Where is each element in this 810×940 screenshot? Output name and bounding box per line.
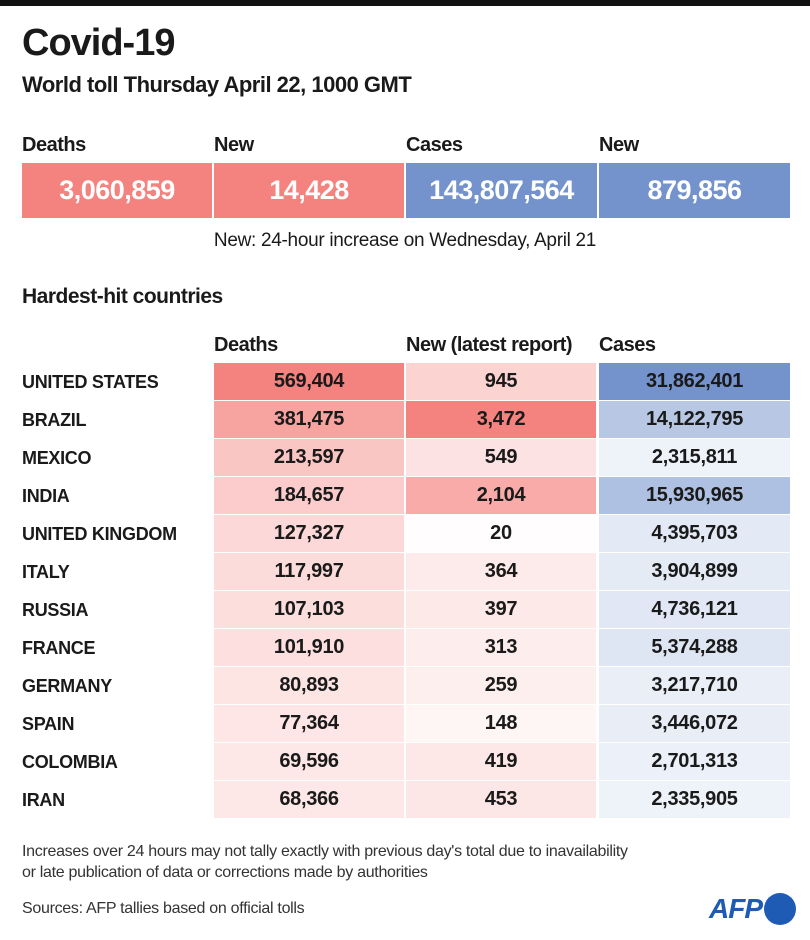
country-name: COLOMBIA [22,752,118,772]
footnote-line-1: Increases over 24 hours may not tally ex… [22,843,628,860]
table-row: FRANCE 101,910 313 5,374,288 [0,629,810,667]
cases-cell: 14,122,795 [599,401,790,438]
table-row: BRAZIL 381,475 3,472 14,122,795 [0,401,810,439]
deaths-cell: 127,327 [214,515,404,552]
cases-cell: 2,315,811 [599,439,790,476]
kpi-label-new-cases: New [599,134,639,156]
new-note: New: 24-hour increase on Wednesday, Apri… [213,230,597,251]
cases-cell: 15,930,965 [599,477,790,514]
kpi-new-deaths: 14,428 [214,163,404,218]
table-row: ITALY 117,997 364 3,904,899 [0,553,810,591]
country-name: UNITED KINGDOM [22,524,177,544]
new-cell: 313 [406,629,596,666]
deaths-cell: 69,596 [214,743,404,780]
deaths-cell: 101,910 [214,629,404,666]
column-header-new: New (latest report) [406,334,573,356]
kpi-label-new-deaths: New [214,134,254,156]
new-cell: 259 [406,667,596,704]
cases-cell: 5,374,288 [599,629,790,666]
cases-cell: 4,736,121 [599,591,790,628]
afp-logo: AFP [709,893,796,925]
top-bar [0,0,810,6]
deaths-cell: 77,364 [214,705,404,742]
table-row: COLOMBIA 69,596 419 2,701,313 [0,743,810,781]
country-name: ITALY [22,562,70,582]
country-name: RUSSIA [22,600,89,620]
new-cell: 148 [406,705,596,742]
table-row: MEXICO 213,597 549 2,315,811 [0,439,810,477]
cases-cell: 3,446,072 [599,705,790,742]
sources: Sources: AFP tallies based on official t… [22,900,305,917]
afp-logo-dot-icon [764,893,796,925]
footnote-line-2: or late publication of data or correctio… [22,864,428,881]
table-row: UNITED STATES 569,404 945 31,862,401 [0,363,810,401]
deaths-cell: 213,597 [214,439,404,476]
table-row: SPAIN 77,364 148 3,446,072 [0,705,810,743]
cases-cell: 3,904,899 [599,553,790,590]
deaths-cell: 107,103 [214,591,404,628]
afp-logo-text: AFP [709,893,763,924]
deaths-cell: 80,893 [214,667,404,704]
cases-cell: 4,395,703 [599,515,790,552]
country-name: UNITED STATES [22,372,159,392]
new-cell: 945 [406,363,596,400]
kpi-label-cases: Cases [406,134,463,156]
deaths-cell: 184,657 [214,477,404,514]
new-cell: 3,472 [406,401,596,438]
new-cell: 20 [406,515,596,552]
new-cell: 364 [406,553,596,590]
kpi-deaths: 3,060,859 [22,163,212,218]
page-title: Covid-19 [22,22,175,64]
new-cell: 549 [406,439,596,476]
cases-cell: 2,701,313 [599,743,790,780]
deaths-cell: 381,475 [214,401,404,438]
kpi-cases: 143,807,564 [406,163,597,218]
new-cell: 419 [406,743,596,780]
new-cell: 397 [406,591,596,628]
new-cell: 453 [406,781,596,818]
table-row: INDIA 184,657 2,104 15,930,965 [0,477,810,515]
deaths-cell: 68,366 [214,781,404,818]
country-name: INDIA [22,486,70,506]
country-name: SPAIN [22,714,75,734]
country-name: GERMANY [22,676,112,696]
country-name: BRAZIL [22,410,87,430]
deaths-cell: 569,404 [214,363,404,400]
cases-cell: 31,862,401 [599,363,790,400]
countries-table: UNITED STATES 569,404 945 31,862,401 BRAZIL 3… [0,363,810,819]
new-cell: 2,104 [406,477,596,514]
kpi-label-deaths: Deaths [22,134,86,156]
cases-cell: 3,217,710 [599,667,790,704]
table-row: RUSSIA 107,103 397 4,736,121 [0,591,810,629]
table-row: GERMANY 80,893 259 3,217,710 [0,667,810,705]
section-title: Hardest-hit countries [22,285,223,308]
deaths-cell: 117,997 [214,553,404,590]
country-name: MEXICO [22,448,92,468]
subtitle: World toll Thursday April 22, 1000 GMT [22,72,412,97]
table-row: UNITED KINGDOM 127,327 20 4,395,703 [0,515,810,553]
kpi-new-cases: 879,856 [599,163,790,218]
country-name: IRAN [22,790,65,810]
column-header-cases: Cases [599,334,656,356]
column-header-deaths: Deaths [214,334,278,356]
cases-cell: 2,335,905 [599,781,790,818]
table-row: IRAN 68,366 453 2,335,905 [0,781,810,819]
country-name: FRANCE [22,638,96,658]
